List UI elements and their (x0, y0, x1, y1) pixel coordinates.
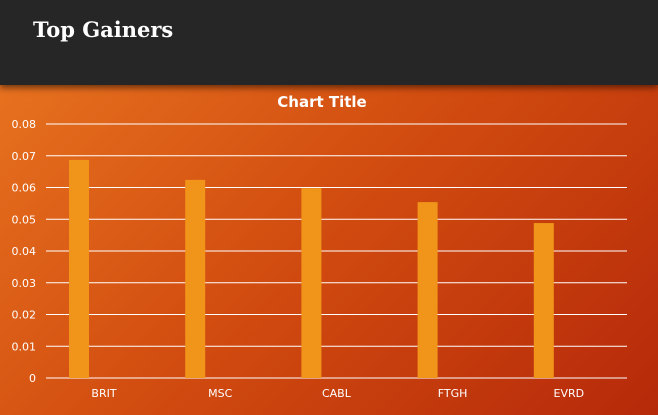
bar-ftgh (417, 202, 438, 378)
y-tick-label: 0.07 (12, 150, 37, 163)
y-tick-label: 0.05 (12, 213, 37, 226)
x-tick-label: MSC (208, 387, 232, 400)
y-tick-label: 0.03 (12, 277, 37, 290)
y-tick-label: 0.01 (12, 340, 37, 353)
header: Top Gainers (0, 0, 658, 85)
bar-chart: Chart Title 0 0.01 0.02 0.03 0.04 0.05 0.06 0.0… (12, 93, 627, 400)
bar-evrd (533, 223, 554, 378)
y-tick-label: 0 (29, 372, 36, 385)
y-tick-label: 0.02 (12, 309, 37, 322)
chart-title: Chart Title (277, 93, 366, 111)
bar-cabl (301, 188, 322, 378)
y-tick-label: 0.06 (12, 182, 37, 195)
x-tick-label: FTGH (438, 387, 468, 400)
chart-area: Chart Title 0 0.01 0.02 0.03 0.04 0.05 0.06 0.0… (0, 85, 658, 415)
bar-msc (185, 179, 206, 378)
x-tick-label: BRIT (91, 387, 116, 400)
y-tick-label: 0.08 (12, 118, 37, 131)
x-tick-label: EVRD (554, 387, 585, 400)
x-tick-label: CABL (322, 387, 352, 400)
y-tick-label: 0.04 (12, 245, 37, 258)
bar-brit (69, 159, 89, 378)
page-title: Top Gainers (33, 17, 174, 42)
